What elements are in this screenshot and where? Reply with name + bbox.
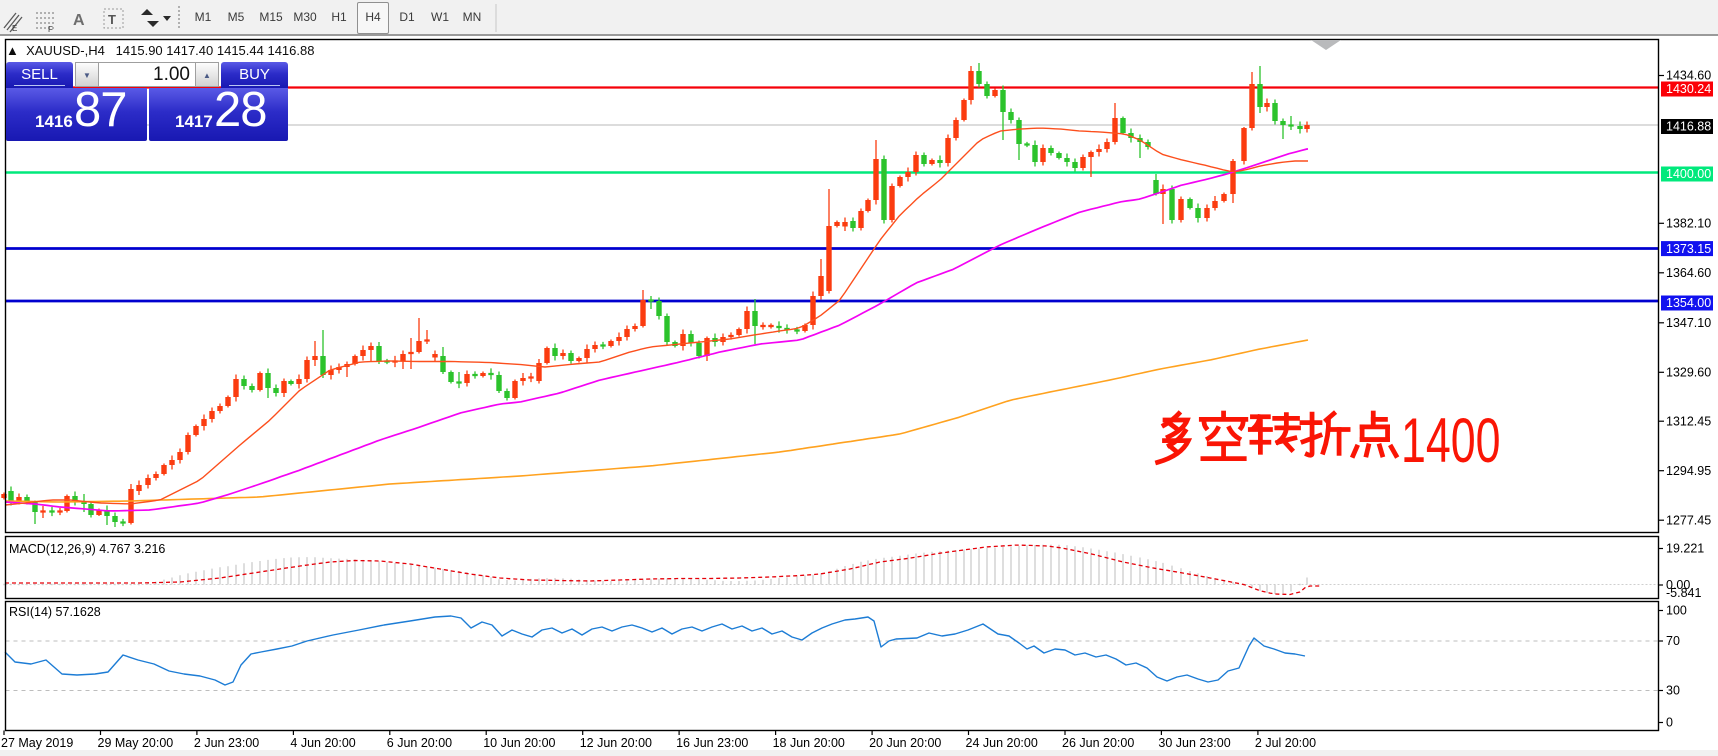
svg-text:4 Jun 20:00: 4 Jun 20:00 (290, 736, 355, 750)
svg-text:E: E (12, 24, 17, 33)
svg-text:0.00: 0.00 (1666, 578, 1690, 592)
svg-text:29 May 20:00: 29 May 20:00 (98, 736, 174, 750)
svg-text:1400.00: 1400.00 (1666, 167, 1711, 181)
svg-text:100: 100 (1666, 604, 1687, 618)
svg-text:1430.24: 1430.24 (1666, 82, 1711, 96)
svg-text:1382.10: 1382.10 (1666, 217, 1711, 231)
svg-text:MACD(12,26,9) 4.767 3.216: MACD(12,26,9) 4.767 3.216 (9, 542, 165, 556)
svg-text:1277.45: 1277.45 (1666, 513, 1711, 527)
svg-text:RSI(14) 57.1628: RSI(14) 57.1628 (9, 605, 101, 619)
svg-text:1354.00: 1354.00 (1666, 296, 1711, 310)
svg-text:1294.95: 1294.95 (1666, 464, 1711, 478)
svg-text:1312.45: 1312.45 (1666, 414, 1711, 428)
svg-text:0: 0 (1666, 716, 1673, 730)
svg-text:1416.88: 1416.88 (1666, 120, 1711, 134)
svg-text:19.221: 19.221 (1666, 542, 1704, 556)
svg-text:1364.60: 1364.60 (1666, 266, 1711, 280)
svg-text:70: 70 (1666, 634, 1680, 648)
svg-text:F: F (48, 25, 53, 34)
svg-text:30: 30 (1666, 684, 1680, 698)
svg-text:T: T (108, 12, 116, 27)
svg-text:1373.15: 1373.15 (1666, 242, 1711, 256)
svg-text:A: A (73, 12, 85, 29)
svg-text:2 Jun 23:00: 2 Jun 23:00 (194, 736, 259, 750)
svg-text:30 Jun 23:00: 30 Jun 23:00 (1158, 736, 1230, 750)
svg-text:6 Jun 20:00: 6 Jun 20:00 (387, 736, 452, 750)
svg-text:1347.10: 1347.10 (1666, 316, 1711, 330)
svg-text:10 Jun 20:00: 10 Jun 20:00 (483, 736, 555, 750)
svg-text:24 Jun 20:00: 24 Jun 20:00 (966, 736, 1038, 750)
svg-text:1400: 1400 (1401, 405, 1501, 475)
svg-text:20 Jun 20:00: 20 Jun 20:00 (869, 736, 941, 750)
svg-text:1434.60: 1434.60 (1666, 69, 1711, 83)
svg-text:2 Jul 20:00: 2 Jul 20:00 (1255, 736, 1316, 750)
svg-text:12 Jun 20:00: 12 Jun 20:00 (580, 736, 652, 750)
svg-text:16 Jun 23:00: 16 Jun 23:00 (676, 736, 748, 750)
svg-text:1329.60: 1329.60 (1666, 366, 1711, 380)
svg-text:26 Jun 20:00: 26 Jun 20:00 (1062, 736, 1134, 750)
svg-text:-5.841: -5.841 (1666, 586, 1701, 600)
svg-text:18 Jun 20:00: 18 Jun 20:00 (773, 736, 845, 750)
svg-text:27 May 2019: 27 May 2019 (1, 736, 73, 750)
